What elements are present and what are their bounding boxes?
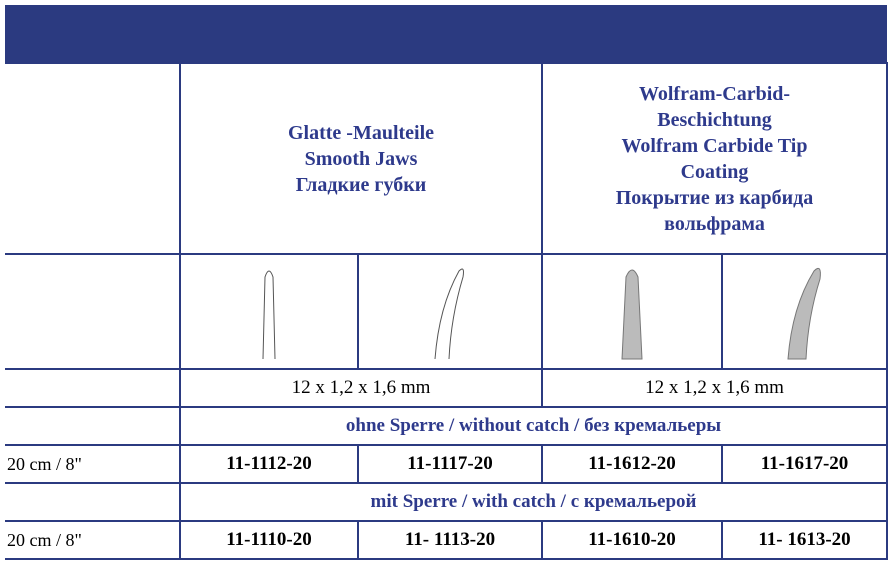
instrument-image <box>357 253 543 370</box>
article-code: 11-1112-20 <box>179 444 359 484</box>
empty-cell <box>5 62 181 255</box>
instrument-image <box>541 253 723 370</box>
header-line: Glatte -Maulteile <box>287 121 435 144</box>
header-group: Glatte -Maulteile Smooth Jaws Гладкие губк… <box>179 62 543 255</box>
coated-curved-jaw <box>786 267 821 359</box>
header-line: Гладкие губки <box>295 173 427 196</box>
product-row: 20 cm / 8" 11-1110-20 11- 1113-20 11-1610-2… <box>5 520 888 560</box>
header-line: Покрытие из карбида <box>615 186 814 209</box>
article-code: 11-1612-20 <box>541 444 723 484</box>
size: 12 x 1,2 x 1,6 mm <box>541 368 888 408</box>
article-code: 11-1617-20 <box>721 444 888 484</box>
header-line: Wolfram-Carbid- <box>638 82 791 105</box>
article-code: 11- 1613-20 <box>721 520 888 560</box>
empty-cell <box>5 253 181 370</box>
curved-jaw <box>434 268 464 359</box>
empty-cell <box>5 406 181 446</box>
article-code: 11-1117-20 <box>357 444 543 484</box>
empty-cell <box>5 482 181 522</box>
article-code: 11-1610-20 <box>541 520 723 560</box>
length: 20 cm / 8" <box>5 444 181 484</box>
article-code: 11- 1113-20 <box>357 520 543 560</box>
article-code: 11-1110-20 <box>179 520 359 560</box>
straight-jaw <box>262 270 276 359</box>
product-table: Glatte -Maulteile Smooth Jaws Гладкие губк… <box>5 62 888 560</box>
header-line: Coating <box>680 160 749 183</box>
header-line: Smooth Jaws <box>304 147 418 170</box>
header-group: Wolfram-Carbid- Beschichtung Wolfram Carbi… <box>541 62 888 255</box>
header-line: Beschichtung <box>657 108 772 131</box>
section-row: ohne Sperre / without catch / без кремал… <box>5 406 888 446</box>
coated-straight-jaw <box>621 269 643 359</box>
empty-cell <box>5 368 181 408</box>
section-row: mit Sperre / with catch / с кремальерой <box>5 482 888 522</box>
instrument-image <box>721 253 888 370</box>
product-row: 20 cm / 8" 11-1112-20 11-1117-20 11-1612-20… <box>5 444 888 484</box>
size: 12 x 1,2 x 1,6 mm <box>179 368 543 408</box>
header-bar <box>5 5 887 62</box>
length: 20 cm / 8" <box>5 520 181 560</box>
instrument-image <box>179 253 359 370</box>
section-label: mit Sperre / with catch / с кремальерой <box>179 482 888 522</box>
header-line: Wolfram Carbide Tip <box>621 134 808 157</box>
header-line: вольфрама <box>664 212 765 235</box>
section-label: ohne Sperre / without catch / без кремал… <box>179 406 888 446</box>
